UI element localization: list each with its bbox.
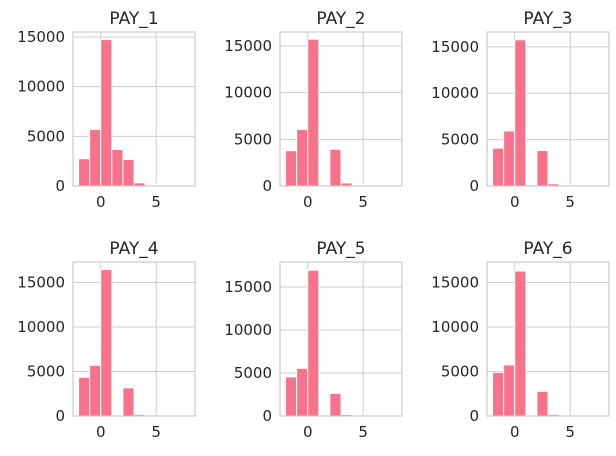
x-tick-label: 0	[96, 193, 106, 211]
y-tick-label: 5000	[234, 364, 272, 382]
axes-frame	[72, 31, 196, 187]
histogram-bar	[285, 376, 298, 417]
subplot-title: PAY_5	[316, 239, 365, 259]
y-tick-label: 0	[262, 407, 272, 425]
histogram-bar	[100, 39, 113, 187]
histogram-bar	[536, 150, 549, 187]
y-tick-label: 15000	[224, 37, 272, 55]
x-tick-label: 0	[303, 423, 313, 441]
histogram-bar	[492, 147, 505, 187]
histogram-bar	[122, 158, 135, 187]
axes-frame	[486, 261, 610, 417]
histogram-bar	[536, 390, 549, 417]
subplot-title: PAY_2	[316, 9, 365, 29]
histogram-bar	[296, 129, 309, 187]
histogram-bar	[503, 130, 516, 187]
y-tick-label: 15000	[17, 273, 65, 291]
y-tick-label: 10000	[431, 318, 479, 336]
x-tick-label: 5	[565, 423, 575, 441]
subplot-pay-6: 0 5000 10000 15000 0 5 PAY_6	[431, 239, 610, 441]
histogram-bar	[514, 270, 527, 417]
x-tick-label: 5	[151, 193, 161, 211]
axes-frame	[279, 261, 403, 417]
histogram-bar	[329, 392, 342, 417]
histogram-bar	[296, 367, 309, 417]
axes-frame	[72, 261, 196, 417]
histogram-bar	[89, 128, 102, 187]
histogram-bar	[307, 38, 320, 187]
y-tick-label: 0	[469, 177, 479, 195]
y-tick-label: 0	[469, 407, 479, 425]
x-tick-label: 0	[510, 423, 520, 441]
histogram-bar	[78, 158, 91, 187]
y-tick-label: 0	[55, 177, 65, 195]
histogram-bar	[89, 364, 102, 417]
y-tick-label: 10000	[224, 84, 272, 102]
subplot-title: PAY_4	[109, 239, 158, 259]
histogram-bar	[100, 269, 113, 417]
y-tick-label: 5000	[234, 130, 272, 148]
x-tick-label: 5	[358, 193, 368, 211]
histogram-bar	[514, 39, 527, 187]
y-tick-label: 5000	[27, 362, 65, 380]
x-tick-label: 5	[358, 423, 368, 441]
y-tick-label: 10000	[431, 84, 479, 102]
histogram-bar	[285, 150, 298, 187]
histogram-bar	[492, 371, 505, 417]
subplot-title: PAY_1	[109, 9, 158, 29]
x-tick-label: 0	[303, 193, 313, 211]
y-tick-label: 10000	[224, 321, 272, 339]
x-tick-label: 5	[565, 193, 575, 211]
x-tick-label: 5	[151, 423, 161, 441]
subplot-pay-2: 0 5000 10000 15000 0 5 PAY_2	[224, 9, 403, 211]
y-tick-label: 15000	[431, 273, 479, 291]
y-tick-label: 5000	[27, 127, 65, 145]
y-tick-label: 15000	[224, 278, 272, 296]
subplot-pay-4: 0 5000 10000 15000 0 5 PAY_4	[17, 239, 196, 441]
subplot-title: PAY_3	[523, 9, 572, 29]
y-tick-label: 5000	[441, 362, 479, 380]
histogram-bar	[122, 387, 135, 417]
subplot-pay-3: 0 5000 10000 15000 0 5 PAY_3	[431, 9, 610, 211]
y-tick-label: 15000	[431, 38, 479, 56]
y-tick-label: 0	[55, 407, 65, 425]
y-tick-label: 10000	[17, 78, 65, 96]
axes-frame	[279, 31, 403, 187]
histogram-bar	[111, 149, 124, 187]
histogram-bar	[503, 364, 516, 417]
histogram-bar	[78, 376, 91, 417]
subplot-title: PAY_6	[523, 239, 572, 259]
histogram-bar	[307, 269, 320, 417]
y-tick-label: 5000	[441, 131, 479, 149]
y-tick-label: 0	[262, 177, 272, 195]
y-tick-label: 10000	[17, 318, 65, 336]
x-tick-label: 0	[510, 193, 520, 211]
x-tick-label: 0	[96, 423, 106, 441]
y-tick-label: 15000	[17, 28, 65, 46]
subplot-pay-1: 0 5000 10000 15000 0 5 PAY_1	[17, 9, 196, 211]
histogram-bar	[329, 148, 342, 187]
axes-frame	[486, 31, 610, 187]
subplot-pay-5: 0 5000 10000 15000 0 5 PAY_5	[224, 239, 403, 441]
